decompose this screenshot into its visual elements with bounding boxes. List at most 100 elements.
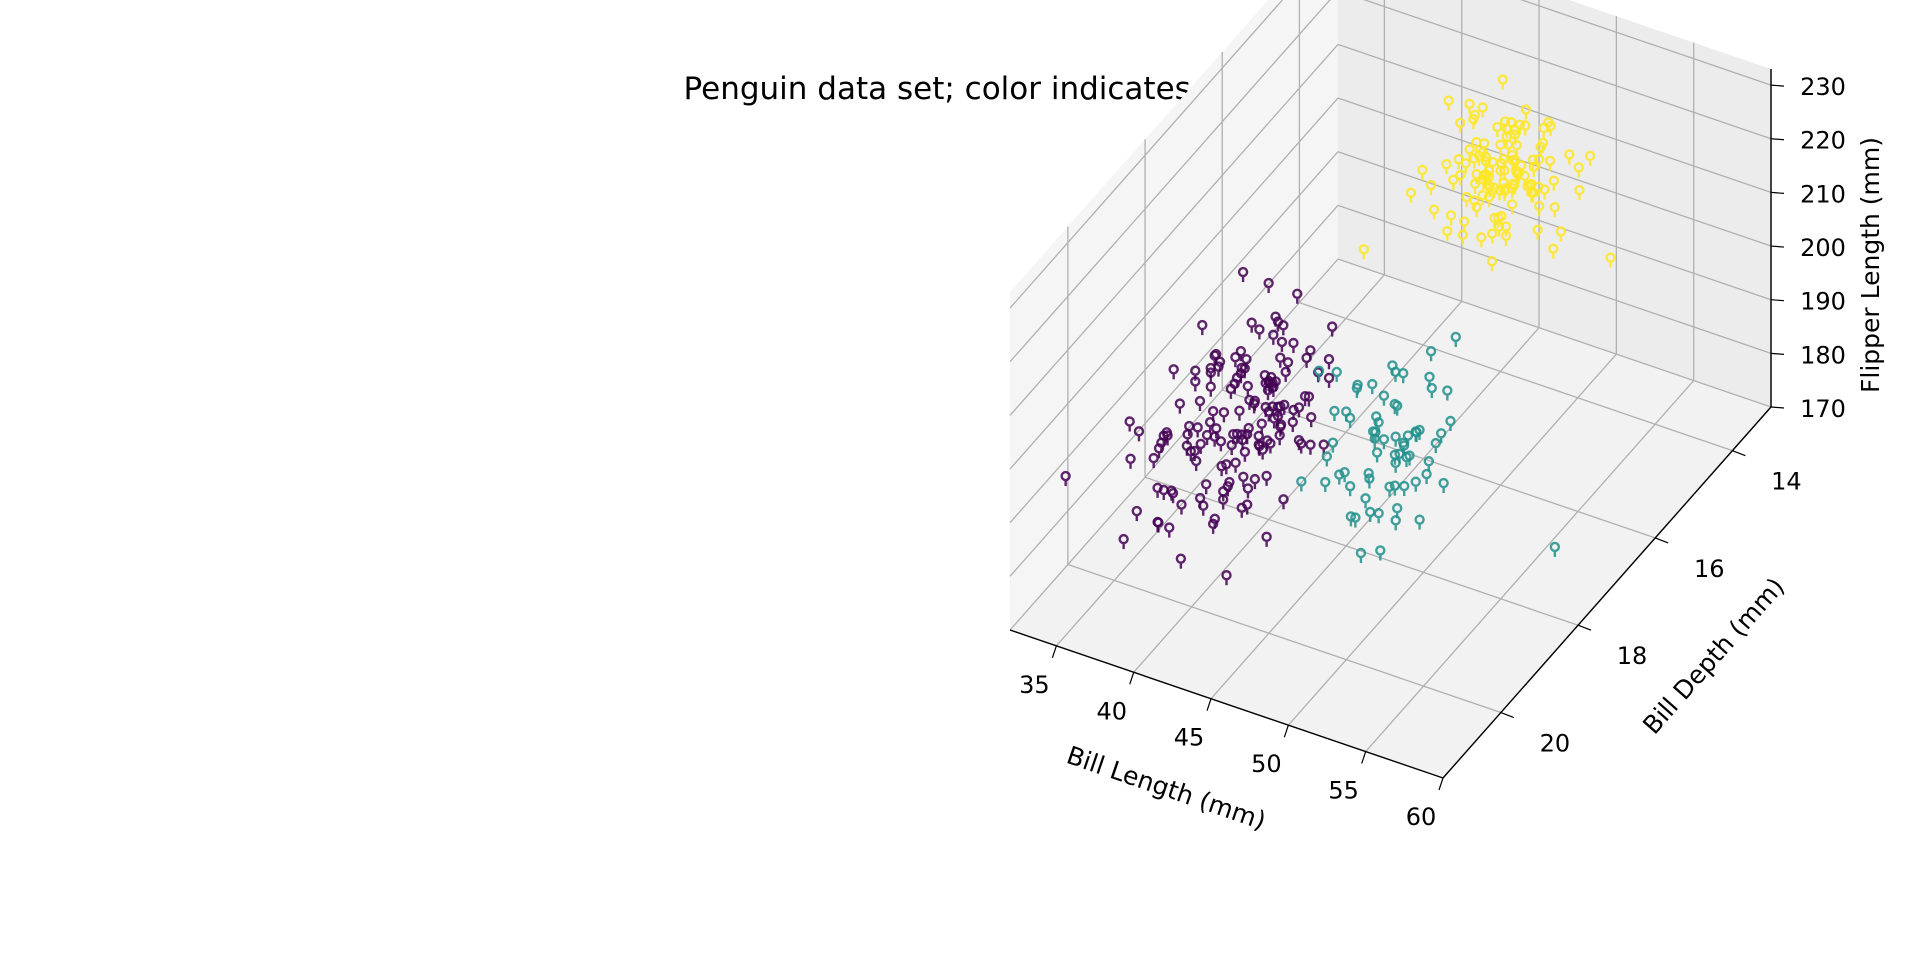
data-point — [1438, 477, 1449, 494]
data-point — [1533, 154, 1545, 170]
z-tick-mark — [1770, 245, 1785, 248]
data-point — [1176, 499, 1187, 515]
data-point — [1520, 104, 1532, 120]
data-point — [1344, 480, 1356, 497]
data-point — [1426, 382, 1438, 399]
data-point — [1506, 199, 1518, 215]
data-point — [1533, 200, 1545, 217]
data-point — [1442, 225, 1453, 242]
data-point — [1231, 428, 1243, 444]
y-tick-mark — [1732, 450, 1746, 457]
data-point — [1441, 159, 1452, 175]
data-point — [1189, 445, 1200, 462]
data-point — [1507, 179, 1518, 195]
data-point — [1460, 158, 1471, 174]
data-point — [1234, 405, 1245, 421]
data-point — [1185, 446, 1197, 462]
y-tick-mark — [1577, 624, 1592, 631]
data-point — [1334, 469, 1345, 485]
z-tick-mark — [1770, 84, 1785, 87]
data-point — [1424, 371, 1435, 387]
data-point — [1369, 433, 1380, 449]
data-point — [1131, 505, 1142, 522]
z-tick-mark — [1770, 138, 1785, 141]
z-gridline-back — [1337, 43, 1772, 194]
data-point — [1464, 98, 1475, 114]
data-point — [1200, 479, 1212, 495]
z-tick-label: 220 — [1800, 127, 1846, 155]
data-point — [1211, 423, 1222, 439]
data-point — [1209, 513, 1221, 529]
data-point — [1221, 570, 1232, 586]
x-gridline-floor — [1133, 300, 1463, 673]
data-point — [1390, 515, 1401, 531]
data-point — [1545, 120, 1556, 136]
data-point — [1303, 391, 1315, 407]
z-tick-label: 200 — [1800, 234, 1846, 262]
data-point — [1378, 434, 1390, 450]
data-point — [1520, 120, 1531, 136]
z-gridline-back — [1337, 151, 1772, 301]
y-tick-mark — [1500, 711, 1515, 719]
data-point — [1299, 391, 1311, 407]
z-tick-label: 230 — [1800, 73, 1846, 101]
z-gridline-left — [1009, 0, 1331, 363]
data-point — [1464, 144, 1475, 160]
data-point — [1389, 449, 1401, 465]
data-point — [1207, 518, 1219, 534]
data-point — [1455, 169, 1466, 185]
z-gridline-left — [1009, 43, 1339, 416]
data-point — [1360, 493, 1371, 509]
data-point — [1327, 437, 1339, 453]
x-tick-label: 40 — [1096, 697, 1127, 725]
data-point — [1218, 407, 1230, 423]
y-gridline-floor — [1144, 476, 1579, 626]
data-point — [1535, 141, 1546, 157]
data-point — [1469, 109, 1481, 125]
data-point — [1492, 121, 1503, 137]
floor-pane — [1010, 259, 1771, 778]
data-point — [1402, 430, 1414, 446]
data-point — [1215, 436, 1227, 452]
x-tick-label: 50 — [1251, 750, 1282, 778]
data-point — [1213, 361, 1224, 377]
data-point — [1549, 541, 1561, 557]
data-point — [1268, 329, 1279, 345]
data-point — [1574, 184, 1585, 201]
data-point — [1371, 447, 1383, 463]
data-point — [1425, 346, 1437, 362]
data-point — [1435, 428, 1447, 444]
data-point — [1125, 453, 1136, 469]
data-point — [1371, 411, 1382, 427]
data-point — [1280, 366, 1291, 382]
data-point — [1224, 476, 1235, 493]
z-gridline-back — [1363, 0, 1772, 140]
y-tick-label: 16 — [1694, 555, 1725, 583]
pane-group — [1010, 0, 1771, 778]
data-point — [1528, 161, 1539, 177]
data-point — [1410, 476, 1421, 492]
data-point — [1405, 187, 1417, 203]
data-point — [1254, 324, 1265, 340]
z-tick-mark — [1770, 299, 1785, 302]
data-point — [1350, 512, 1361, 528]
data-point — [1293, 402, 1305, 418]
data-point — [1321, 451, 1333, 467]
data-point — [1479, 138, 1490, 154]
data-point — [1313, 365, 1325, 381]
x-tick-mark — [1129, 672, 1135, 685]
x-tick-mark — [1438, 777, 1444, 791]
data-point — [1278, 494, 1289, 510]
data-point — [1442, 385, 1453, 401]
data-point — [1389, 480, 1401, 496]
x-gridline-floor — [1287, 353, 1617, 726]
data-point — [1267, 377, 1278, 393]
data-point — [1287, 416, 1298, 433]
x-axis-label: Bill Length (mm) — [1063, 740, 1269, 835]
z-tick-mark — [1770, 191, 1785, 194]
z-axis-label: Flipper Length (mm) — [1856, 137, 1885, 393]
data-point — [1275, 401, 1286, 417]
data-point — [1288, 337, 1299, 353]
data-point — [1399, 480, 1410, 497]
